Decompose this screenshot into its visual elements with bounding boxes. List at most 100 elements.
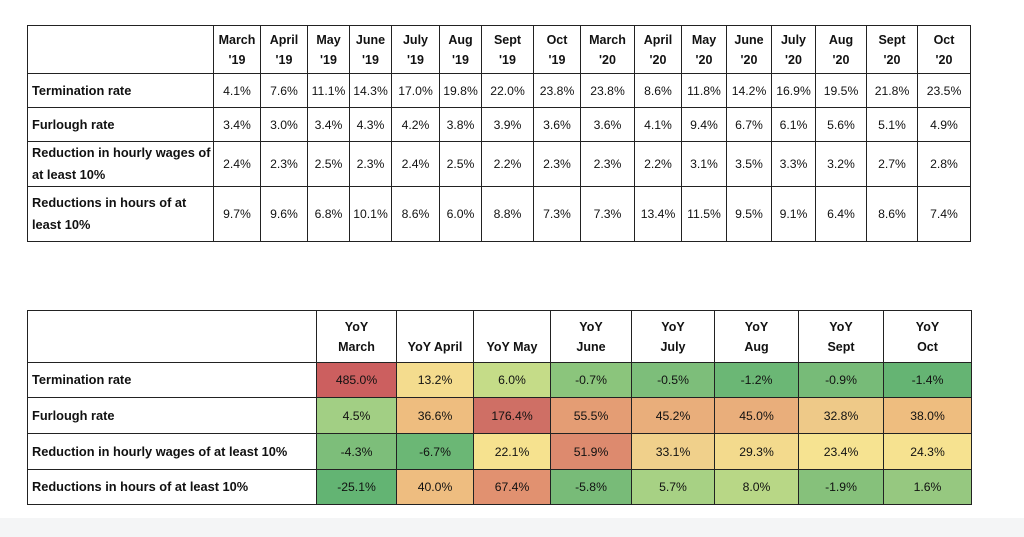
column-header-line2: Aug (744, 339, 769, 354)
corner-cell (27, 25, 214, 74)
value-cell: 6.7% (726, 107, 772, 142)
table-row: Furlough rate 4.5% 36.6% 176.4% 55.5% 45.2% 45… (27, 397, 972, 434)
value-cell: 22.0% (481, 73, 534, 108)
column-header-line1: July (780, 32, 806, 47)
column-header: July '20 (771, 25, 816, 74)
column-header-line2: '19 (320, 52, 337, 67)
column-header-line1: YoY (579, 319, 603, 334)
column-header: April '20 (634, 25, 682, 74)
row-label: Furlough rate (27, 107, 214, 142)
column-header: May '20 (681, 25, 727, 74)
column-header-line2: '19 (548, 52, 566, 67)
value-cell: -1.4% (883, 362, 972, 398)
column-header-line1: May (691, 32, 717, 47)
value-cell: 13.4% (634, 186, 682, 242)
column-header: Oct '19 (533, 25, 581, 74)
bottom-strip (0, 518, 1024, 537)
column-header-line1: April (643, 32, 673, 47)
value-cell: 2.2% (634, 141, 682, 187)
value-cell: 11.1% (307, 73, 350, 108)
monthly-rates-table: March '19 April '19 May '19 June '19 July '19 Aug '… (27, 25, 971, 242)
column-header-line1: Sept (493, 32, 522, 47)
value-cell: 3.1% (681, 141, 727, 187)
value-cell: 8.6% (634, 73, 682, 108)
column-header-line2: Sept (827, 339, 855, 354)
table-row: Reduction in hourly wages of at least 10… (27, 141, 971, 187)
value-cell: 23.4% (798, 433, 884, 470)
value-cell: 4.9% (917, 107, 971, 142)
column-header-line2: '19 (228, 52, 246, 67)
value-cell: 14.3% (349, 73, 392, 108)
row-label: Reduction in hourly wages of at least 10… (27, 141, 214, 187)
value-cell: 23.8% (533, 73, 581, 108)
column-header-line1: Oct (546, 32, 568, 47)
value-cell: 21.8% (866, 73, 918, 108)
value-cell: 3.8% (439, 107, 482, 142)
table-row: Reduction in hourly wages of at least 10… (27, 433, 972, 470)
column-header-line2: March (338, 339, 375, 354)
value-cell: 67.4% (473, 469, 551, 505)
value-cell: 8.6% (391, 186, 440, 242)
column-header-line1: Sept (878, 32, 906, 47)
column-header-line1 (475, 317, 550, 337)
value-cell: 3.4% (213, 107, 261, 142)
column-header-line1: Aug (828, 32, 854, 47)
value-cell: 4.2% (391, 107, 440, 142)
value-cell: 8.6% (866, 186, 918, 242)
value-cell: 7.3% (580, 186, 635, 242)
column-header-line1: Aug (448, 32, 473, 47)
row-label: Reductions in hours of at least 10% (27, 469, 317, 505)
value-cell: 485.0% (316, 362, 397, 398)
column-header-line2: '20 (832, 52, 850, 67)
value-cell: 2.7% (866, 141, 918, 187)
value-cell: -0.9% (798, 362, 884, 398)
value-cell: 9.7% (213, 186, 261, 242)
value-cell: 4.1% (213, 73, 261, 108)
value-cell: 51.9% (550, 433, 632, 470)
value-cell: 2.3% (533, 141, 581, 187)
table-header-row: March '19 April '19 May '19 June '19 July '19 Aug '… (27, 25, 971, 74)
value-cell: 8.0% (714, 469, 799, 505)
value-cell: -6.7% (396, 433, 474, 470)
value-cell: 3.0% (260, 107, 308, 142)
column-header-line1: March (589, 32, 626, 47)
column-header-line1: March (218, 32, 256, 47)
row-label: Furlough rate (27, 397, 317, 434)
column-header-line2: '20 (740, 52, 758, 67)
value-cell: -1.9% (798, 469, 884, 505)
value-cell: 22.1% (473, 433, 551, 470)
corner-cell (27, 310, 317, 363)
column-header-line1: July (402, 32, 428, 47)
value-cell: 2.8% (917, 141, 971, 187)
value-cell: 6.0% (473, 362, 551, 398)
value-cell: 7.4% (917, 186, 971, 242)
value-cell: 4.3% (349, 107, 392, 142)
value-cell: 3.6% (533, 107, 581, 142)
column-header: June '20 (726, 25, 772, 74)
column-header-line1: YoY (829, 319, 853, 334)
table-header-row: YoY March YoY April YoY May YoY June YoY July Yo… (27, 310, 972, 363)
value-cell: 33.1% (631, 433, 715, 470)
value-cell: 8.8% (481, 186, 534, 242)
column-header-line1 (398, 317, 473, 337)
column-header: YoY March (316, 310, 397, 363)
value-cell: 23.8% (580, 73, 635, 108)
value-cell: 3.3% (771, 141, 816, 187)
value-cell: -4.3% (316, 433, 397, 470)
value-cell: -5.8% (550, 469, 632, 505)
value-cell: 11.8% (681, 73, 727, 108)
column-header: YoY June (550, 310, 632, 363)
value-cell: 23.5% (917, 73, 971, 108)
value-cell: -25.1% (316, 469, 397, 505)
value-cell: 2.5% (439, 141, 482, 187)
column-header: YoY May (473, 310, 551, 363)
value-cell: 1.6% (883, 469, 972, 505)
value-cell: 2.5% (307, 141, 350, 187)
column-header-line2: '19 (275, 52, 293, 67)
column-header: YoY April (396, 310, 474, 363)
value-cell: 7.6% (260, 73, 308, 108)
value-cell: 10.1% (349, 186, 392, 242)
column-header-line2: '20 (695, 52, 713, 67)
value-cell: -1.2% (714, 362, 799, 398)
column-header-line1: May (316, 32, 341, 47)
